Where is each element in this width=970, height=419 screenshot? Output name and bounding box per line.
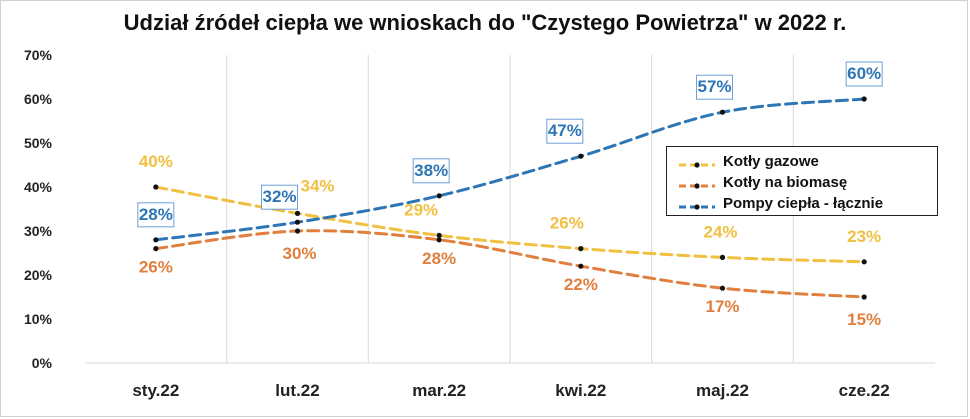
data-point: [436, 193, 442, 199]
data-label-box: [412, 158, 450, 184]
x-tick-label: maj.22: [696, 381, 749, 400]
data-point: [578, 153, 584, 159]
data-label-box: [137, 202, 175, 228]
series-line: [154, 97, 866, 242]
data-label-box: [845, 61, 883, 87]
legend-swatch-graphic: [679, 203, 715, 210]
data-point: [436, 237, 442, 243]
x-tick-label: cze.22: [839, 381, 890, 400]
data-point: [153, 246, 159, 252]
x-tick-label: mar.22: [412, 381, 466, 400]
legend-swatch-gas: [677, 157, 717, 168]
x-tick-label: kwi.22: [555, 381, 606, 400]
y-tick-label: 60%: [24, 91, 53, 107]
legend-swatch-dot: [694, 203, 700, 210]
legend-item-gas: Kotły gazowe: [677, 151, 937, 172]
legend-swatch-heatpump: [677, 199, 717, 210]
data-point: [719, 285, 726, 291]
legend-label-gas: Kotły gazowe: [723, 153, 819, 170]
data-label: 28%: [422, 249, 456, 268]
data-point: [861, 294, 867, 300]
data-label: 23%: [847, 227, 881, 246]
data-label: 15%: [847, 310, 881, 329]
data-label: 28%: [139, 205, 173, 224]
y-tick-label: 30%: [24, 223, 53, 239]
data-point: [719, 109, 726, 115]
data-point: [153, 237, 159, 243]
data-point: [153, 184, 159, 190]
data-label: 24%: [703, 222, 737, 241]
data-point: [719, 254, 726, 260]
data-label-box: [546, 118, 584, 144]
data-point: [436, 232, 442, 238]
legend-swatch-graphic: [679, 182, 715, 189]
x-axis: sty.22 lut.22 mar.22 kwi.22 maj.22 cze.22: [132, 381, 889, 400]
data-label: 47%: [548, 121, 582, 140]
data-label: 17%: [705, 297, 739, 316]
data-label: 60%: [847, 64, 881, 83]
legend-swatch-graphic: [679, 161, 715, 168]
y-tick-label: 10%: [24, 311, 53, 327]
data-label: 38%: [414, 161, 448, 180]
y-axis: 0% 10% 20% 30% 40% 50% 60% 70%: [24, 47, 53, 371]
data-point: [294, 228, 301, 234]
legend-label-biomass: Kotły na biomasę: [723, 174, 848, 191]
x-tick-label: sty.22: [132, 381, 179, 400]
data-label-box: [696, 74, 733, 100]
data-label: 57%: [697, 77, 731, 96]
y-tick-label: 40%: [24, 179, 53, 195]
data-label: 32%: [262, 187, 296, 206]
data-label: 34%: [300, 176, 334, 195]
legend-item-biomass: Kotły na biomasę: [677, 172, 937, 193]
data-label: 29%: [404, 200, 438, 219]
data-labels: 40% 34% 29% 26% 24% 23% 26% 30% 28% 22% 17% 15% 28% 3…: [137, 61, 883, 329]
y-tick-label: 0%: [32, 355, 53, 371]
data-label: 26%: [550, 214, 584, 233]
legend-swatch-dot: [694, 161, 700, 168]
legend-item-heatpump: Pompy ciepła - łącznie: [677, 193, 937, 214]
series-line: [154, 229, 866, 299]
data-label: 40%: [139, 152, 173, 171]
data-points: [153, 96, 867, 300]
data-point: [294, 210, 301, 216]
legend-swatch-biomass: [677, 178, 717, 189]
data-label: 26%: [139, 258, 173, 277]
data-point: [861, 259, 867, 265]
chart-title: Udział źródeł ciepła we wnioskach do "Cz…: [123, 10, 847, 35]
data-label-box: [261, 184, 298, 210]
y-tick-label: 20%: [24, 267, 53, 283]
legend: Kotły gazowe Kotły na biomasę Pompy ciep…: [666, 146, 938, 216]
data-point: [861, 96, 867, 102]
data-point: [578, 246, 584, 252]
data-point: [578, 263, 584, 269]
x-tick-label: lut.22: [275, 381, 319, 400]
data-label: 30%: [282, 244, 316, 263]
legend-label-heatpump: Pompy ciepła - łącznie: [723, 195, 884, 212]
y-tick-label: 50%: [24, 135, 53, 151]
data-label: 22%: [564, 275, 598, 294]
y-tick-label: 70%: [24, 47, 53, 63]
legend-swatch-dot: [694, 182, 700, 189]
data-point: [294, 219, 301, 225]
